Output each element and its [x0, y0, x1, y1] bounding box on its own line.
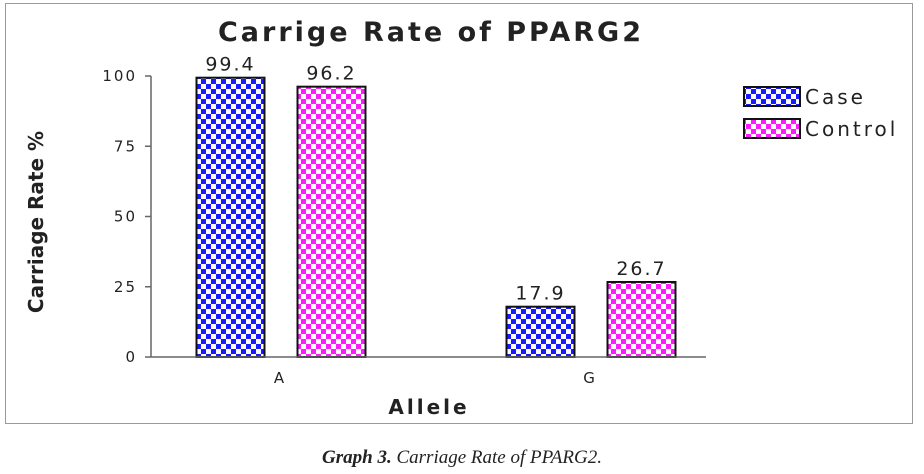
y-tick-label: 50	[114, 208, 137, 226]
chart-frame: Carrige Rate of PPARG2 Carriage Rate % A…	[5, 3, 913, 424]
category-label-g: G	[583, 369, 595, 387]
bar-control-g	[606, 280, 677, 358]
data-label-case-g: 17.9	[515, 283, 565, 305]
legend-swatch-control	[743, 118, 801, 139]
y-axis-ticks: 0 25 50 75 100	[102, 67, 151, 366]
legend-label-case: Case	[805, 85, 866, 109]
bar-case-g	[505, 305, 576, 358]
y-axis-label: Carriage Rate %	[24, 131, 48, 313]
y-tick-label: 100	[102, 67, 137, 85]
figure-caption: Graph 3. Carriage Rate of PPARG2.	[0, 447, 924, 469]
caption-prefix: Graph 3.	[322, 447, 392, 468]
legend-swatch-case	[743, 86, 801, 107]
y-tick-label: 25	[114, 278, 137, 296]
y-tick-label: 0	[125, 348, 137, 366]
data-label-control-g: 26.7	[616, 258, 666, 280]
category-label-a: A	[274, 369, 285, 387]
bar-control-a	[296, 85, 367, 358]
caption-text: Carriage Rate of PPARG2.	[391, 447, 602, 468]
legend: Case Control	[743, 85, 898, 141]
bar-case-a	[195, 76, 266, 358]
x-axis-label: Allele	[388, 395, 469, 419]
chart-title: Carrige Rate of PPARG2	[218, 17, 644, 48]
data-label-case-a: 99.4	[205, 54, 255, 76]
data-label-control-a: 96.2	[306, 63, 356, 85]
data-labels: 99.4 96.2 17.9 26.7	[205, 54, 666, 305]
bars	[195, 76, 677, 358]
bar-chart: Carrige Rate of PPARG2 Carriage Rate % A…	[24, 17, 898, 419]
y-tick-label: 75	[114, 137, 137, 155]
legend-label-control: Control	[805, 117, 898, 141]
